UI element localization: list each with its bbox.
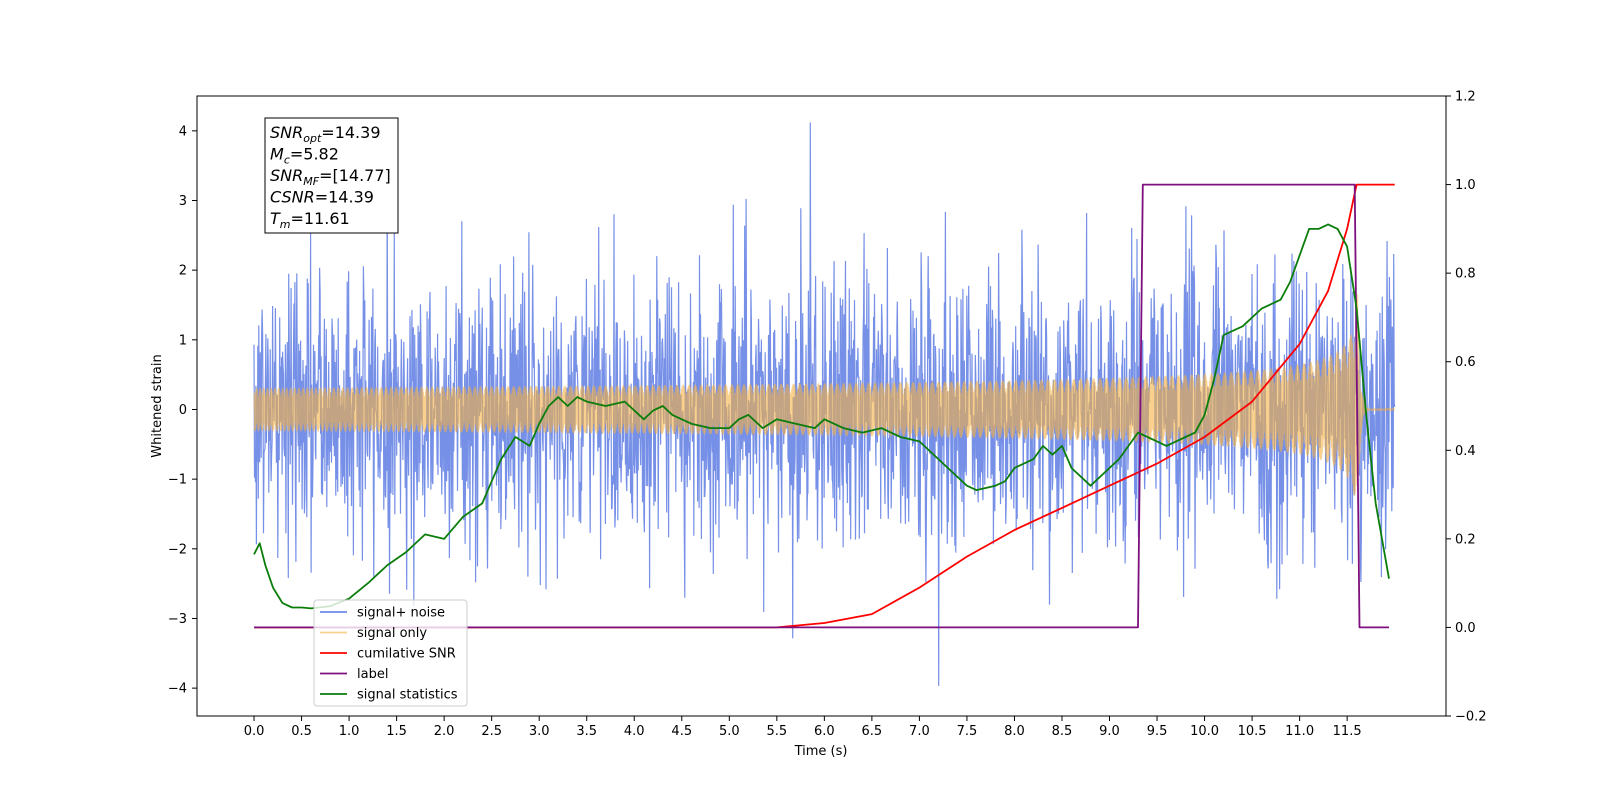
- x-tick-label: 11.5: [1333, 724, 1362, 739]
- annotation-value: =[14.77]: [319, 166, 391, 185]
- annotation-symbol: T: [270, 209, 281, 228]
- y-tick-label-left: 3: [179, 194, 187, 209]
- y-tick-label-right: 0.2: [1455, 532, 1476, 547]
- annotation-line: CSNR=14.39: [270, 188, 374, 207]
- legend-label: label: [357, 667, 388, 682]
- y-tick-label-left: 2: [179, 264, 187, 279]
- x-tick-label: 7.0: [909, 724, 930, 739]
- y-tick-label-right: 1.0: [1455, 178, 1476, 193]
- x-axis-label: Time (s): [794, 744, 848, 759]
- annotation-subscript: opt: [303, 132, 322, 145]
- annotation-subscript: c: [284, 154, 290, 167]
- annotation-symbol: M: [270, 145, 284, 164]
- y-axis-label: Whitened strain: [150, 354, 165, 457]
- y-tick-label-right: 0.6: [1455, 355, 1476, 370]
- plot-area: [253, 122, 1396, 687]
- series-signal-noise: [253, 122, 1396, 687]
- legend-frame: [313, 599, 468, 707]
- annotation-subscript: MF: [303, 175, 319, 188]
- x-tick-label: 3.0: [529, 724, 550, 739]
- y-tick-label-left: −4: [168, 682, 187, 697]
- x-tick-label: 1.5: [386, 724, 407, 739]
- annotation-value: =11.61: [291, 209, 350, 228]
- y-tick-label-left: −1: [168, 473, 187, 488]
- x-tick-label: 9.5: [1147, 724, 1168, 739]
- x-tick-label: 2.0: [434, 724, 455, 739]
- y-tick-label-left: 4: [179, 124, 187, 139]
- x-tick-label: 1.0: [339, 724, 360, 739]
- series-signal-statistics: [253, 223, 1390, 610]
- annotation-subscript: m: [280, 218, 291, 231]
- annotation-symbol: SNR: [270, 123, 303, 142]
- legend-label: signal statistics: [357, 688, 458, 703]
- annotation-symbol: SNR: [270, 166, 303, 185]
- x-tick-label: 9.0: [1099, 724, 1120, 739]
- x-tick-label: 0.0: [244, 724, 265, 739]
- annotation-frame: [264, 117, 399, 234]
- x-tick-label: 4.5: [671, 724, 692, 739]
- annotation-line: Tm=11.61: [270, 209, 350, 231]
- y-axis-left: 4 3 2 1 0 −1 −2 −3 −4: [168, 124, 197, 697]
- x-tick-label: 10.5: [1238, 724, 1267, 739]
- legend-label: signal+ noise: [357, 606, 445, 621]
- legend-label: cumilative SNR: [357, 647, 456, 662]
- annotation-line: SNRopt=14.39: [270, 123, 381, 145]
- y-tick-label-left: 0: [179, 403, 187, 418]
- x-tick-label: 8.0: [1004, 724, 1025, 739]
- x-tick-label: 7.5: [957, 724, 978, 739]
- annotation-value: =14.39: [321, 123, 380, 142]
- legend: signal+ noise signal only cumilative SNR la…: [313, 599, 468, 707]
- x-tick-label: 10.0: [1190, 724, 1219, 739]
- annotation-value: =14.39: [315, 188, 374, 207]
- series-label: [254, 183, 1389, 629]
- y-tick-label-left: −3: [168, 612, 187, 627]
- y-tick-label-right: 1.2: [1455, 90, 1476, 105]
- series-signal-only: [253, 294, 1396, 496]
- x-tick-label: 8.5: [1052, 724, 1073, 739]
- annotation-symbol: CSNR: [270, 188, 315, 207]
- annotation-value: =5.82: [290, 145, 339, 164]
- y-tick-label-right: 0.0: [1455, 621, 1476, 636]
- y-tick-label-right: 0.8: [1455, 267, 1476, 282]
- y-tick-label-left: 1: [179, 333, 187, 348]
- axes-frame: [196, 95, 1447, 717]
- legend-label: signal only: [357, 626, 427, 641]
- annotation-line: Mc=5.82: [270, 145, 339, 167]
- y-tick-label-right: 0.4: [1455, 444, 1476, 459]
- y-tick-label-left: −2: [168, 542, 187, 557]
- y-tick-label-right: −0.2: [1455, 710, 1487, 725]
- x-tick-label: 6.0: [814, 724, 835, 739]
- annotation-box: SNRopt=14.39Mc=5.82SNRMF=[14.77]CSNR=14.…: [264, 117, 399, 234]
- x-tick-label: 4.0: [624, 724, 645, 739]
- x-tick-label: 0.5: [291, 724, 312, 739]
- annotation-line: SNRMF=[14.77]: [270, 166, 391, 188]
- x-tick-label: 5.5: [766, 724, 787, 739]
- x-tick-label: 6.5: [862, 724, 883, 739]
- y-axis-right: 1.2 1.0 0.8 0.6 0.4 0.2 0.0 −0.2: [1446, 90, 1487, 725]
- x-axis: 0.0 0.5 1.0 1.5 2.0 2.5 3.0 3.5 4.0 4.5 5.0 5.5 6.0 6…: [244, 716, 1362, 739]
- x-tick-label: 2.5: [481, 724, 502, 739]
- x-tick-label: 3.5: [576, 724, 597, 739]
- x-tick-label: 11.0: [1285, 724, 1314, 739]
- x-tick-label: 5.0: [719, 724, 740, 739]
